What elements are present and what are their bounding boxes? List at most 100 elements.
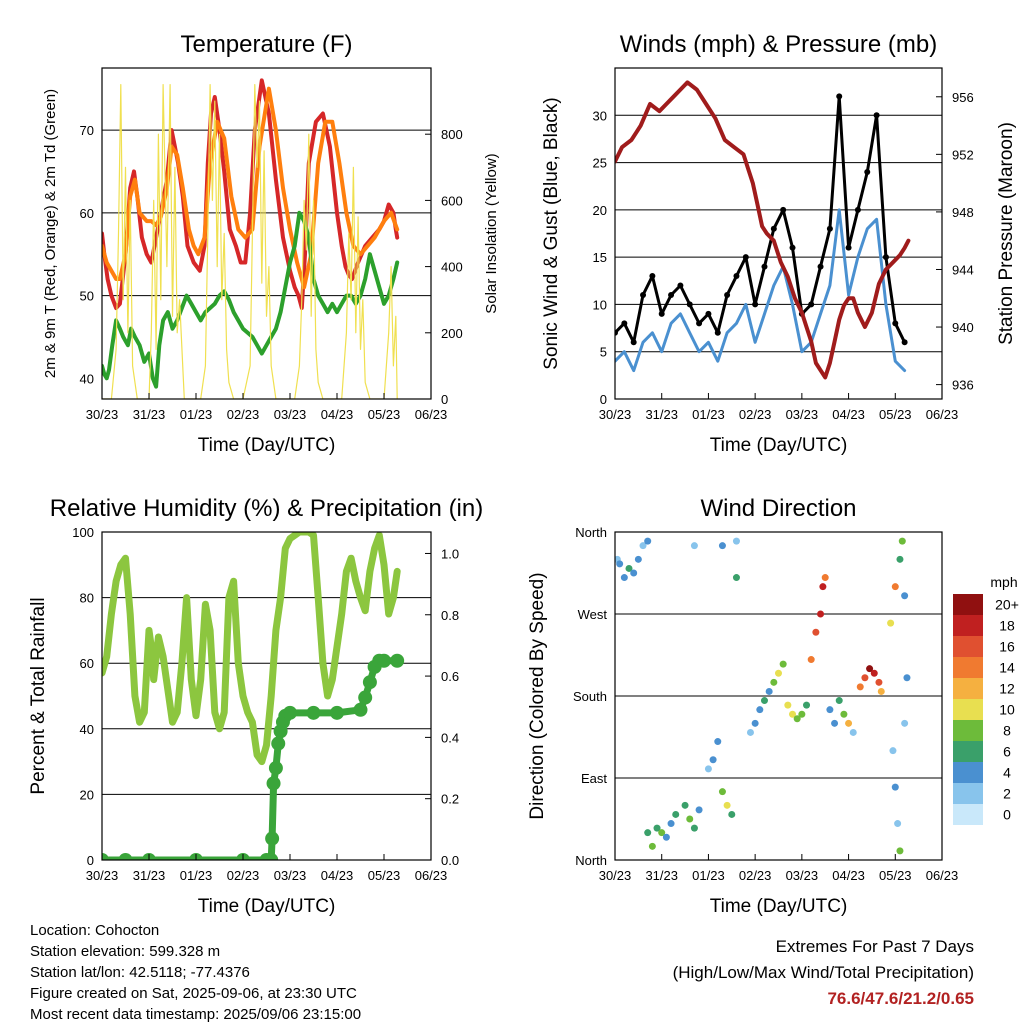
y-tick-label: 80 <box>80 591 94 606</box>
direction-point <box>866 665 874 673</box>
direction-point <box>620 574 628 582</box>
x-tick-label: 02/23 <box>227 407 260 422</box>
colorbar-swatch <box>953 804 983 825</box>
plot-area <box>615 537 911 855</box>
y2-axis-label: Station Pressure (Maroon) <box>996 122 1017 345</box>
x-tick-label: 31/23 <box>133 407 166 422</box>
location-text: Location: Cohocton <box>30 922 160 939</box>
y-tick-label: 15 <box>593 250 607 265</box>
series-line-2 <box>102 86 400 290</box>
series-line-4 <box>102 83 398 399</box>
y-tick-label: East <box>581 771 607 786</box>
series-line-3 <box>102 210 400 389</box>
direction-point <box>662 833 670 841</box>
series-line-3 <box>615 80 911 380</box>
direction-point <box>775 669 782 677</box>
x-tick-label: 03/23 <box>786 407 819 422</box>
direction-point <box>779 660 787 668</box>
direction-point <box>690 824 698 832</box>
rain-point <box>353 702 368 717</box>
gust-point <box>615 329 618 336</box>
gust-point <box>686 301 693 308</box>
gust-point <box>826 225 833 232</box>
rain-point <box>362 675 377 690</box>
y2-tick-label: 956 <box>952 90 974 105</box>
y-tick-label: West <box>578 607 608 622</box>
gust-point <box>789 244 796 251</box>
direction-point <box>672 810 680 818</box>
rain-point <box>283 705 297 720</box>
plot-frame <box>614 67 943 400</box>
recent-data-text: Most recent data timestamp: 2025/09/06 2… <box>30 1006 362 1023</box>
extremes-title: Extremes For Past 7 Days <box>775 937 974 956</box>
x-tick-label: 04/23 <box>832 868 865 883</box>
y-tick-label: 20 <box>593 203 607 218</box>
y-tick-label: North <box>575 853 607 868</box>
rain-point <box>271 736 286 751</box>
gust-point <box>770 225 777 232</box>
x-tick-label: 01/23 <box>692 868 725 883</box>
rain-point <box>266 776 281 791</box>
gust-point <box>714 329 721 336</box>
x-tick-label: 04/23 <box>832 407 865 422</box>
x-tick-label: 01/23 <box>692 407 725 422</box>
direction-point <box>658 829 666 837</box>
gust-point <box>882 254 889 261</box>
y-tick-label: 10 <box>593 297 607 312</box>
y-tick-label: 40 <box>80 371 94 386</box>
direction-point <box>877 687 885 695</box>
direction-point <box>709 756 717 764</box>
colorbar-label: 6 <box>1003 744 1011 760</box>
created-text: Figure created on Sat, 2025-09-06, at 23… <box>30 985 357 1002</box>
y-tick-label: 30 <box>593 108 607 123</box>
y2-tick-label: 0.6 <box>441 669 459 684</box>
x-tick-label: 06/23 <box>926 868 959 883</box>
x-tick-label: 01/23 <box>180 407 213 422</box>
series-line-1 <box>615 208 907 373</box>
rain-point <box>330 705 344 720</box>
gust-point <box>696 320 703 327</box>
x-tick-label: 04/23 <box>321 407 354 422</box>
y2-tick-label: 952 <box>952 147 974 162</box>
y-axis-label: Sonic Wind & Gust (Blue, Black) <box>541 97 562 369</box>
plot-area <box>102 532 405 860</box>
y-tick-label: 40 <box>80 722 94 737</box>
colorbar-swatch <box>953 720 983 741</box>
station-info: Location: Cohocton Station elevation: 59… <box>30 920 361 1025</box>
direction-point <box>901 719 909 727</box>
colorbar-label: 14 <box>999 660 1015 676</box>
direction-point <box>875 678 883 686</box>
direction-point <box>901 592 909 600</box>
direction-point <box>648 842 656 850</box>
x-tick-label: 06/23 <box>415 868 448 883</box>
y-tick-label: North <box>575 525 607 540</box>
extremes-values: 76.6/47.6/21.2/0.65 <box>827 989 974 1008</box>
direction-point <box>896 555 904 563</box>
direction-point <box>870 669 878 677</box>
direction-point <box>770 678 778 686</box>
gust-point <box>649 273 656 280</box>
y-tick-label: 60 <box>80 656 94 671</box>
chart-title: Winds (mph) & Pressure (mb) <box>620 31 937 58</box>
y2-tick-label: 948 <box>952 205 974 220</box>
gust-point <box>705 310 712 317</box>
chart-title: Wind Direction <box>700 495 856 522</box>
direction-point <box>667 820 675 828</box>
rain-point <box>306 705 321 720</box>
x-tick-label: 31/23 <box>645 407 678 422</box>
y-axis-label: Direction (Colored By Speed) <box>527 572 548 819</box>
direction-point <box>616 560 624 568</box>
chart-title: Relative Humidity (%) & Precipitation (i… <box>50 495 483 522</box>
colorbar-swatch <box>953 783 983 804</box>
gust-point <box>892 320 899 327</box>
x-tick-label: 03/23 <box>274 868 307 883</box>
y2-tick-label: 1.0 <box>441 546 459 561</box>
direction-point <box>821 574 829 582</box>
direction-point <box>718 542 726 550</box>
x-tick-label: 30/23 <box>599 868 632 883</box>
rain-point <box>268 761 283 776</box>
colorbar-label: 0 <box>1003 807 1011 823</box>
rain-point <box>265 831 280 846</box>
direction-point <box>896 847 904 855</box>
gust-point <box>836 93 843 100</box>
